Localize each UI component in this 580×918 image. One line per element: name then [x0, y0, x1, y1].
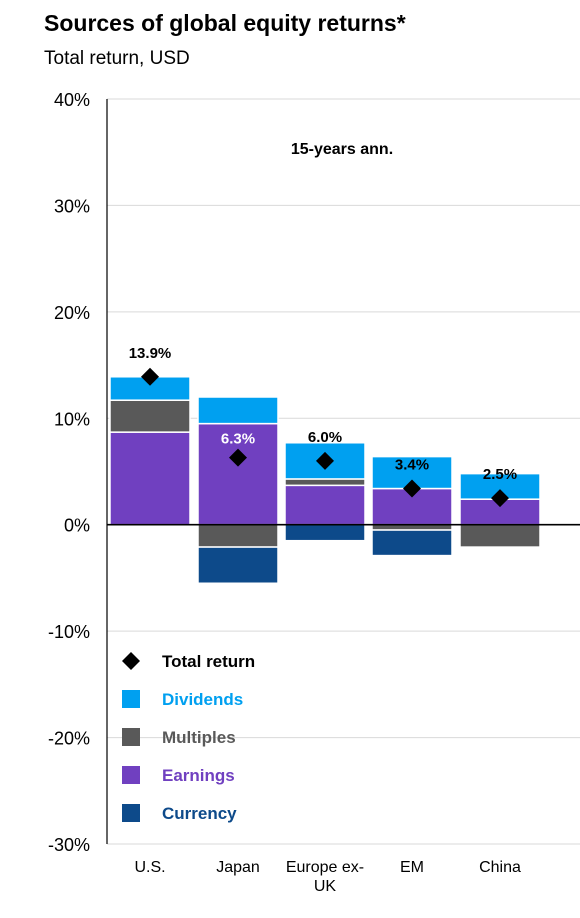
- x-category-label: UK: [314, 878, 337, 895]
- legend-swatch-multiples: [122, 728, 140, 746]
- chart-title: Sources of global equity returns*: [44, 10, 406, 36]
- y-tick-label: -20%: [48, 729, 90, 749]
- legend-diamond-icon: [122, 652, 140, 670]
- y-tick-label: 40%: [54, 90, 90, 110]
- total-return-marker: [229, 448, 247, 467]
- legend-label: Earnings: [162, 766, 235, 785]
- bar-segment-multiples: [459, 523, 541, 548]
- total-return-marker: [141, 367, 159, 386]
- y-tick-label: 0%: [64, 516, 90, 536]
- bar-segment-earnings: [109, 431, 191, 526]
- y-tick-label: -30%: [48, 835, 90, 855]
- legend-label: Total return: [162, 652, 255, 671]
- bar-segment-dividends: [197, 396, 279, 425]
- y-tick-label: -10%: [48, 622, 90, 642]
- annotation-label: 15-years ann.: [291, 141, 393, 158]
- bar-segment-earnings: [284, 484, 366, 526]
- bar-segment-currency: [371, 529, 453, 557]
- x-category-label: China: [479, 859, 521, 876]
- total-return-marker: [491, 489, 509, 508]
- bar-segment-earnings: [197, 422, 279, 526]
- y-tick-label: 30%: [54, 196, 90, 216]
- total-return-label: 2.5%: [483, 466, 517, 483]
- total-return-marker: [403, 479, 421, 498]
- bar-segment-multiples: [197, 523, 279, 548]
- legend-label: Dividends: [162, 690, 243, 709]
- bar-segment-multiples: [284, 478, 366, 487]
- bar-segment-multiples: [109, 399, 191, 433]
- y-tick-label: 10%: [54, 409, 90, 429]
- total-return-label: 3.4%: [395, 457, 429, 474]
- legend-swatch-dividends: [122, 690, 140, 708]
- x-category-label: Europe ex-: [286, 859, 364, 876]
- bar-segment-currency: [284, 523, 366, 542]
- total-return-label: 6.3%: [221, 431, 255, 448]
- chart-subtitle: Total return, USD: [44, 48, 190, 69]
- y-tick-label: 20%: [54, 303, 90, 323]
- total-return-marker: [316, 451, 334, 470]
- x-category-label: Japan: [216, 859, 260, 876]
- legend-swatch-earnings: [122, 766, 140, 784]
- x-category-label: EM: [400, 859, 424, 876]
- legend-label: Currency: [162, 804, 237, 823]
- legend-swatch-currency: [122, 804, 140, 822]
- total-return-label: 13.9%: [129, 345, 172, 362]
- x-category-label: U.S.: [134, 859, 165, 876]
- bar-segment-currency: [197, 546, 279, 584]
- legend-label: Multiples: [162, 728, 236, 747]
- total-return-label: 6.0%: [308, 429, 342, 446]
